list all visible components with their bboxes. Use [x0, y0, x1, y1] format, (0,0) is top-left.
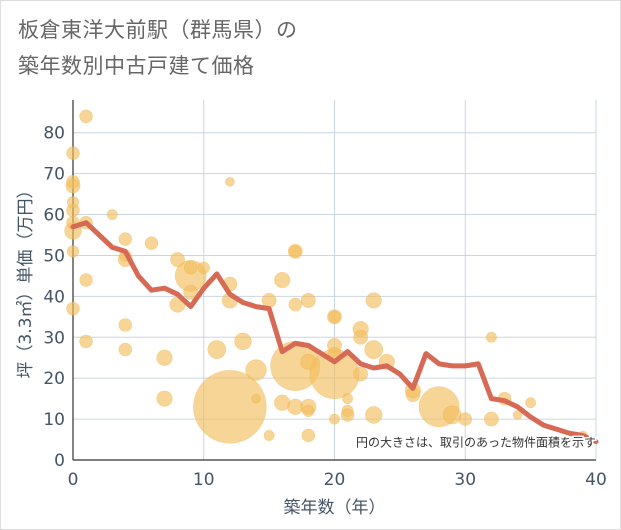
data-bubble — [144, 236, 159, 250]
x-tick-label: 40 — [585, 470, 607, 490]
y-tick-label: 80 — [43, 124, 65, 144]
data-bubble — [183, 260, 198, 275]
chart-title-line-1: 板倉東洋大前駅（群馬県）の — [18, 18, 298, 42]
data-bubble — [183, 284, 199, 300]
data-bubble — [79, 334, 93, 349]
x-tick-label: 20 — [324, 470, 346, 490]
data-bubble — [170, 252, 186, 267]
data-bubble — [66, 175, 80, 189]
data-bubble — [365, 292, 382, 309]
data-bubble — [251, 393, 261, 404]
y-tick-label: 10 — [43, 410, 65, 430]
x-tick-label: 30 — [454, 470, 476, 490]
data-bubble — [225, 176, 235, 187]
data-bubble — [263, 429, 275, 441]
x-tick-label: 10 — [193, 470, 215, 490]
data-bubble — [353, 329, 369, 345]
average-line-series — [70, 220, 599, 445]
y-axis-title: 坪（3.3㎡）単価（万円） — [16, 181, 36, 378]
y-tick-label: 50 — [43, 246, 65, 266]
data-bubble — [66, 301, 80, 316]
y-tick-label: 20 — [43, 369, 65, 389]
data-bubble — [525, 397, 537, 409]
data-bubble — [66, 146, 80, 160]
data-bubble — [118, 342, 133, 357]
y-tick-label: 60 — [43, 206, 65, 226]
data-bubble — [106, 209, 118, 221]
data-bubble — [341, 404, 354, 418]
data-bubble — [364, 406, 383, 424]
axis-labels: 0 10 20 30 40 50 60 70 80 0 10 20 30 40 築年数（年） 坪（3.3㎡）単… — [16, 124, 607, 518]
data-bubble — [207, 340, 227, 359]
data-bubble — [342, 393, 354, 405]
data-bubble — [156, 390, 173, 407]
y-tick-label: 70 — [43, 165, 65, 185]
average-price-line — [70, 220, 599, 445]
data-bubble — [301, 428, 316, 443]
data-bubble — [353, 366, 369, 382]
y-tick-label: 30 — [43, 328, 65, 348]
data-bubble — [289, 245, 302, 258]
data-bubble — [364, 340, 384, 359]
y-tick-label: 0 — [54, 451, 65, 471]
data-bubble — [512, 410, 523, 420]
bubble-size-note: 円の大きさは、取引のあった物件面積を示す — [356, 435, 596, 450]
data-bubble — [458, 412, 473, 426]
data-bubble — [193, 370, 267, 444]
data-bubble — [245, 359, 267, 381]
data-bubble — [300, 353, 317, 370]
data-bubble — [156, 349, 173, 366]
data-bubble — [234, 332, 252, 351]
grid-lines — [73, 100, 597, 460]
data-bubble — [66, 245, 80, 258]
data-bubble — [300, 293, 316, 308]
y-tick-label: 40 — [43, 287, 65, 307]
chart-title: 板倉東洋大前駅（群馬県）の 築年数別中古戸建て価格 — [18, 12, 578, 84]
data-bubble — [483, 411, 499, 427]
data-bubble — [288, 297, 303, 312]
chart-title-line-2: 築年数別中古戸建て価格 — [18, 54, 255, 78]
data-bubble — [118, 232, 133, 246]
data-bubble — [485, 331, 497, 343]
x-tick-label: 0 — [68, 470, 79, 490]
x-axis-title: 築年数（年） — [284, 498, 386, 518]
bubble-series — [64, 109, 588, 444]
data-bubble — [79, 273, 93, 287]
data-bubble — [442, 405, 462, 425]
data-bubble — [79, 109, 93, 124]
data-bubble — [328, 413, 340, 425]
data-bubble — [302, 404, 315, 418]
data-bubble — [197, 261, 210, 274]
data-bubble — [118, 318, 133, 332]
data-bubble — [274, 271, 291, 289]
data-bubble — [66, 196, 80, 209]
axes — [72, 100, 596, 461]
data-bubble — [328, 310, 341, 323]
